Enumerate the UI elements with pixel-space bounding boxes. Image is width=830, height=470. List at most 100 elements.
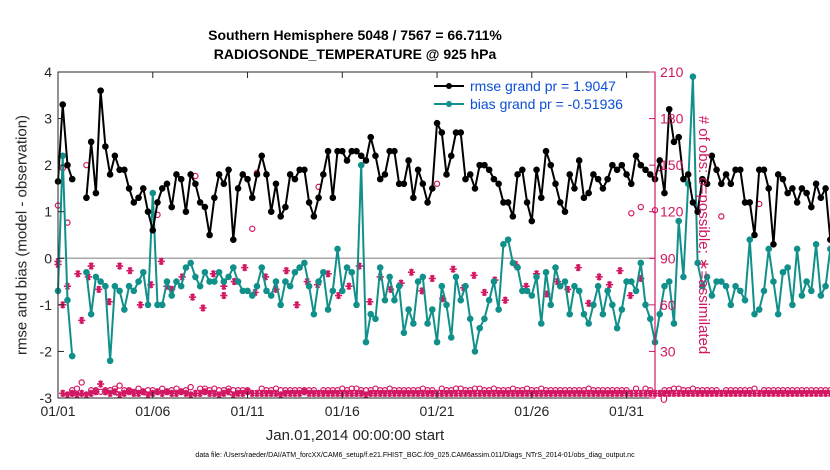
bias-point xyxy=(604,287,611,295)
bias-point xyxy=(665,278,673,285)
rmse-point xyxy=(320,171,327,178)
rmse-point xyxy=(623,171,630,178)
assimilated-point xyxy=(698,389,706,397)
bias-point xyxy=(405,306,412,313)
bias-line xyxy=(57,155,74,357)
x-tick-label: 01/11 xyxy=(231,403,265,419)
bias-point xyxy=(68,352,76,360)
bias-point xyxy=(736,287,744,295)
bias-point xyxy=(774,310,782,318)
bias-point xyxy=(367,310,375,318)
assimilated-point xyxy=(675,389,683,397)
rmse-point xyxy=(784,189,791,197)
bias-point xyxy=(414,278,422,285)
rmse-point xyxy=(779,175,787,183)
y-tick-label-left: 1 xyxy=(44,204,52,220)
rmse-point xyxy=(149,227,157,234)
rmse-point xyxy=(481,161,488,169)
rmse-point xyxy=(234,185,242,192)
y-tick-label-left: -3 xyxy=(40,390,53,406)
bias-point xyxy=(182,264,190,271)
rmse-point xyxy=(495,180,502,188)
assimilated-point xyxy=(334,291,343,300)
bias-point xyxy=(779,268,787,276)
rmse-point xyxy=(372,152,379,160)
y-tick-label-right: 180 xyxy=(660,111,684,127)
y-tick-label-left: 3 xyxy=(44,111,52,127)
rmse-point xyxy=(324,147,332,155)
bias-point xyxy=(391,296,398,304)
bias-series xyxy=(54,73,830,365)
bias-point xyxy=(121,306,128,313)
bias-point xyxy=(139,268,147,276)
bias-point xyxy=(755,306,763,313)
asterisk-stroke xyxy=(827,392,830,397)
rmse-point xyxy=(315,194,322,202)
rmse-point xyxy=(111,152,119,160)
bias-point xyxy=(97,278,104,285)
rmse-point xyxy=(282,203,289,211)
assimilated-point xyxy=(92,388,100,396)
bias-point xyxy=(225,273,232,281)
rmse-point xyxy=(196,199,204,206)
bias-point xyxy=(466,315,474,323)
assimilated-point xyxy=(220,389,228,397)
possible-point xyxy=(827,387,830,394)
rmse-point xyxy=(552,180,559,188)
assimilated-point xyxy=(518,389,526,397)
axes: -3 -2 -1 0 1 2 3 4 0 30 60 90 120 150 180 210 01/01 01/06… xyxy=(40,64,684,419)
bias-point xyxy=(528,292,536,299)
bias-point xyxy=(144,301,152,309)
rmse-point xyxy=(490,175,498,183)
bias-point xyxy=(334,245,341,253)
bias-point xyxy=(547,301,555,309)
bias-point xyxy=(149,189,157,197)
bias-point xyxy=(703,273,711,281)
rmse-point xyxy=(774,171,782,178)
assimilated-point xyxy=(779,389,787,397)
rmse-point xyxy=(519,166,526,174)
legend: rmse grand pr = 1.9047 bias grand pr = -0… xyxy=(434,78,623,112)
bias-point xyxy=(433,338,441,346)
bias-point xyxy=(590,301,597,309)
bias-point xyxy=(675,217,682,225)
bias-point xyxy=(571,282,578,290)
rmse-point xyxy=(817,194,825,202)
bias-point xyxy=(718,278,725,285)
bias-point xyxy=(789,301,796,309)
bias-point xyxy=(552,264,559,271)
rmse-point xyxy=(438,129,446,136)
bias-point xyxy=(803,278,810,285)
rmse-point xyxy=(215,171,223,178)
rmse-point xyxy=(443,171,450,178)
rmse-point xyxy=(694,208,701,216)
chart-subtitle: RADIOSONDE_TEMPERATURE @ 925 hPa xyxy=(213,46,497,62)
rmse-point xyxy=(566,171,574,178)
assimilated-point xyxy=(115,262,124,270)
bias-point xyxy=(656,310,664,318)
bias-point xyxy=(689,73,697,80)
assimilated-point xyxy=(310,389,318,397)
rmse-point xyxy=(547,161,555,169)
rmse-point xyxy=(367,133,375,141)
bias-point xyxy=(381,296,389,304)
x-tick-label: 01/21 xyxy=(420,403,455,419)
bias-point xyxy=(642,301,649,309)
rmse-point xyxy=(632,152,640,160)
rmse-point xyxy=(230,236,237,243)
assimilated-point xyxy=(97,380,105,388)
rmse-point xyxy=(263,171,270,178)
rmse-point xyxy=(803,189,810,197)
bias-point xyxy=(542,268,550,276)
bias-point xyxy=(310,310,318,318)
bias-point xyxy=(196,282,204,290)
assimilated-point xyxy=(187,391,195,399)
assimilated-point xyxy=(513,389,522,397)
possible-point xyxy=(637,203,644,211)
bias-point xyxy=(760,287,768,295)
bias-point xyxy=(192,273,199,281)
assimilated-point xyxy=(293,301,301,309)
bias-point xyxy=(410,320,417,327)
bias-point xyxy=(808,287,815,295)
